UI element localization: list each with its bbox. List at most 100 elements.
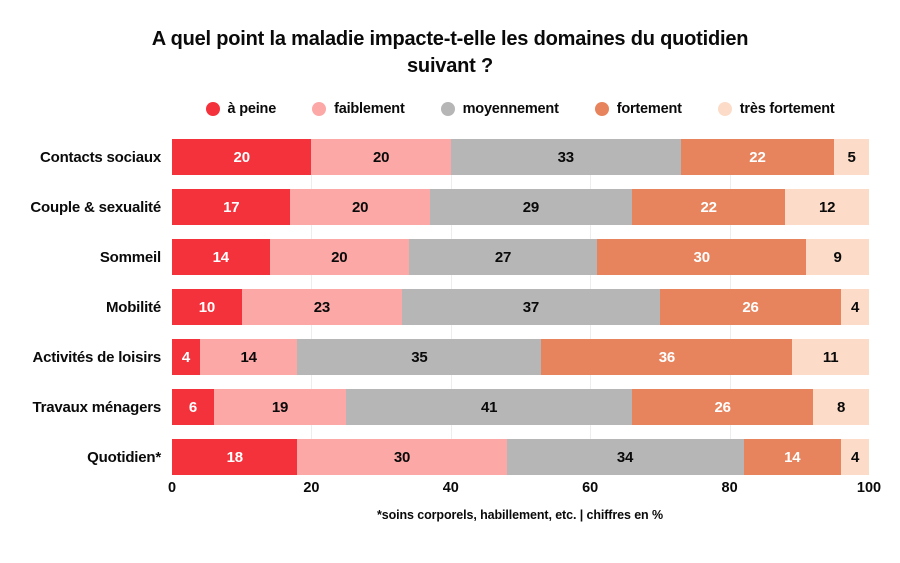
segment-value: 41: [480, 398, 498, 416]
segment-value: 12: [818, 198, 836, 216]
segment-value: 11: [822, 348, 839, 366]
chart-row: Sommeil 14 20 27 30 9: [0, 239, 869, 275]
category-label: Quotidien*: [87, 448, 161, 466]
segment-value: 37: [522, 298, 540, 316]
segment-value: 18: [226, 448, 244, 466]
segment-value: 20: [352, 198, 369, 216]
bar-segment: 33: [450, 139, 681, 175]
x-tick-label: 100: [856, 480, 882, 496]
bar-track: 4 14 35 36 11: [172, 339, 869, 375]
legend-label: moyennement: [462, 101, 559, 117]
segment-value: 20: [331, 248, 348, 266]
bar-segment: 12: [785, 189, 869, 225]
bar-segment: 5: [834, 139, 869, 175]
bar-segment: 34: [506, 439, 744, 475]
legend-label: faiblement: [334, 101, 405, 117]
bar-segment: 29: [429, 189, 632, 225]
stacked-bar-chart: Contacts sociaux 20 20 33 22 5 Couple & sexual…: [0, 139, 869, 475]
segment-value: 27: [494, 248, 512, 266]
category-label: Couple & sexualité: [30, 198, 161, 216]
bar-segment: 17: [172, 189, 291, 225]
legend-item: à peine: [205, 101, 277, 117]
segment-value: 6: [188, 398, 197, 416]
chart-row: Couple & sexualité 17 20 29 22 12: [0, 189, 869, 225]
segment-value: 26: [714, 398, 731, 416]
segment-value: 4: [850, 448, 860, 466]
bar-track: 14 20 27 30 9: [172, 239, 869, 275]
bar-segment: 23: [241, 289, 402, 325]
bar-segment: 22: [680, 139, 835, 175]
category-label: Contacts sociaux: [39, 148, 161, 166]
bar-segment: 6: [172, 389, 214, 425]
chart-row: Contacts sociaux 20 20 33 22 5: [0, 139, 869, 175]
bar-segment: 26: [632, 389, 814, 425]
x-axis: 0 20 40 60 80 100: [168, 480, 881, 498]
legend-dot-icon: [440, 102, 455, 116]
segment-value: 34: [616, 448, 634, 466]
bar-track: 20 20 33 22 5: [172, 139, 869, 175]
bar-segment: 11: [792, 339, 869, 375]
segment-value: 14: [240, 348, 258, 366]
bar-track: 17 20 29 22 12: [172, 189, 869, 225]
segment-value: 22: [700, 198, 718, 216]
segment-value: 20: [233, 148, 251, 166]
category-label: Travaux ménagers: [32, 398, 161, 416]
bar-segment: 10: [172, 289, 242, 325]
bar-segment: 35: [297, 339, 542, 375]
legend-item: très fortement: [717, 101, 835, 117]
segment-value: 8: [837, 398, 846, 416]
chart-row: Quotidien* 18 30 34 14 4: [0, 439, 869, 475]
bar-segment: 20: [290, 189, 430, 225]
x-tick-label: 40: [442, 480, 459, 496]
category-label: Sommeil: [99, 248, 161, 266]
bar-segment: 4: [841, 439, 869, 475]
legend-item: fortement: [594, 101, 682, 117]
x-tick-label: 0: [167, 480, 177, 496]
x-tick-label: 60: [582, 480, 599, 496]
legend-item: moyennement: [440, 101, 559, 117]
category-label: Activités de loisirs: [32, 348, 161, 366]
chart-row: Travaux ménagers 6 19 41 26 8: [0, 389, 869, 425]
segment-value: 19: [271, 398, 289, 416]
segment-value: 14: [784, 448, 801, 466]
legend-dot-icon: [312, 102, 327, 116]
bar-segment: 4: [172, 339, 200, 375]
legend-dot-icon: [717, 102, 732, 116]
segment-value: 29: [522, 198, 540, 216]
bar-segment: 20: [269, 239, 409, 275]
segment-value: 17: [223, 198, 240, 216]
segment-value: 5: [847, 148, 856, 166]
segment-value: 36: [658, 348, 676, 366]
bar-segment: 14: [743, 439, 842, 475]
legend-label: très fortement: [739, 101, 835, 117]
bar-track: 6 19 41 26 8: [172, 389, 869, 425]
bar-segment: 4: [841, 289, 869, 325]
x-tick-label: 80: [721, 480, 738, 496]
segment-value: 23: [313, 298, 331, 316]
bar-segment: 36: [541, 339, 793, 375]
bar-track: 10 23 37 26 4: [172, 289, 869, 325]
segment-value: 26: [742, 298, 759, 316]
bar-segment: 8: [813, 389, 869, 425]
chart-title: A quel point la maladie impacte-t-elle l…: [151, 28, 749, 77]
chart-row: Mobilité 10 23 37 26 4: [0, 289, 869, 325]
segment-value: 35: [411, 348, 428, 366]
segment-value: 10: [198, 298, 216, 316]
segment-value: 4: [850, 298, 860, 316]
bar-segment: 19: [213, 389, 347, 425]
segment-value: 20: [372, 148, 390, 166]
bar-segment: 14: [172, 239, 270, 275]
legend-label: à peine: [227, 101, 277, 117]
legend-label: fortement: [616, 101, 682, 117]
x-tick-label: 20: [303, 480, 320, 496]
segment-value: 9: [833, 248, 842, 266]
bar-segment: 41: [346, 389, 632, 425]
segment-value: 33: [557, 148, 575, 166]
category-label: Mobilité: [105, 298, 161, 316]
legend-dot-icon: [205, 102, 220, 116]
legend-dot-icon: [594, 102, 609, 116]
segment-value: 14: [212, 248, 230, 266]
bar-segment: 37: [401, 289, 660, 325]
bar-segment: 20: [311, 139, 451, 175]
